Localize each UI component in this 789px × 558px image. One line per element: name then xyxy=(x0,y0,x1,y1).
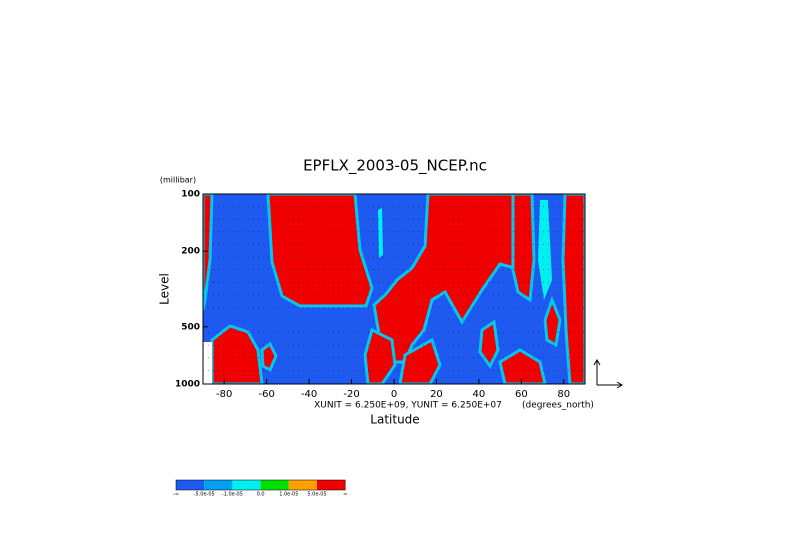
colorbar-label: -∞ xyxy=(173,492,179,498)
colorbar-swatch xyxy=(176,480,205,490)
level-dots xyxy=(203,206,585,371)
colorbar-swatch xyxy=(288,480,317,490)
x-tick-label: 0 xyxy=(391,389,397,400)
contour-field xyxy=(203,194,585,384)
y-tick-label: 1000 xyxy=(175,380,200,390)
x-tick-label: 60 xyxy=(515,389,528,400)
colorbar-label: 5.0e-05 xyxy=(307,492,326,498)
x-tick-label: 20 xyxy=(430,389,443,400)
colorbar-swatch xyxy=(260,480,289,490)
colorbar-label: ∞ xyxy=(343,492,347,498)
x-tick-label: -60 xyxy=(258,389,274,400)
colorbar-swatch xyxy=(204,480,233,490)
y-tick-label: 500 xyxy=(181,322,200,332)
colorbar-swatch xyxy=(317,480,346,490)
vector-key xyxy=(593,359,623,389)
colorbar-label: -5.0e-05 xyxy=(194,492,215,498)
x-tick-label: -80 xyxy=(216,389,232,400)
y-units: (millibar) xyxy=(160,176,196,185)
colorbar-label: 0.0 xyxy=(257,492,265,498)
colorbar-label: 1.0e-05 xyxy=(279,492,298,498)
x-tick-label: 80 xyxy=(557,389,570,400)
y-tick-label: 200 xyxy=(181,247,200,257)
near-zero-regions xyxy=(378,200,552,300)
x-tick-label: -20 xyxy=(343,389,359,400)
y-axis-label: Level xyxy=(158,273,172,305)
positive-regions xyxy=(203,194,585,384)
colorbar-label: -1.0e-05 xyxy=(222,492,243,498)
colorbar-swatch xyxy=(232,480,261,490)
x-units: (degrees_north) xyxy=(522,401,594,411)
colorbar-frame xyxy=(175,479,346,491)
x-tick-label: -40 xyxy=(301,389,317,400)
vector-note: XUNIT = 6.250E+09, YUNIT = 6.250E+07 xyxy=(314,401,502,411)
y-tick-label: 100 xyxy=(181,190,200,200)
x-axis-label: Latitude xyxy=(370,413,419,427)
missing-data xyxy=(203,342,212,384)
x-tick-label: 40 xyxy=(473,389,486,400)
chart-title: EPFLX_2003-05_NCEP.nc xyxy=(303,157,487,176)
